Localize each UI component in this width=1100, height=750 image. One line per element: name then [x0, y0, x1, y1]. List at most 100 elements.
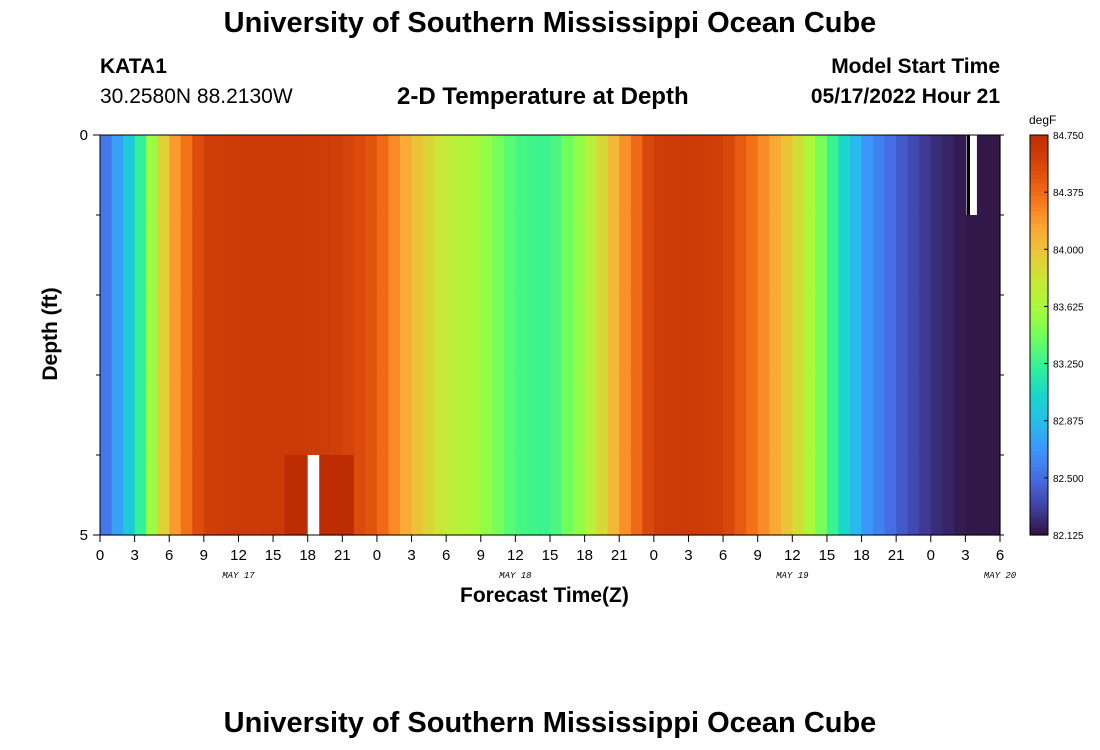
heatmap-cell — [411, 455, 424, 536]
heatmap-cell — [365, 455, 378, 536]
colorbar-segment — [1030, 311, 1048, 316]
heatmap-cell — [861, 215, 874, 296]
colorbar-segment — [1030, 527, 1048, 532]
heatmap-cell — [884, 295, 897, 376]
colorbar-tick-label: 84.000 — [1053, 245, 1084, 256]
heatmap-cell — [319, 295, 332, 376]
colorbar-segment — [1030, 323, 1048, 328]
heatmap-cell — [700, 455, 713, 536]
heatmap-cell — [988, 135, 1001, 216]
heatmap-cell — [250, 135, 263, 216]
heatmap-cell — [273, 215, 286, 296]
heatmap-cell — [400, 295, 413, 376]
x-tick-label: 3 — [961, 547, 969, 564]
heatmap-cell — [665, 295, 678, 376]
heatmap-cell — [192, 455, 205, 536]
heatmap-cell — [203, 295, 216, 376]
heatmap-cell — [411, 375, 424, 456]
heatmap-cell — [365, 135, 378, 216]
colorbar-segment — [1030, 139, 1048, 144]
heatmap-cell — [226, 215, 240, 296]
heatmap-cell — [238, 215, 251, 296]
colorbar-segment — [1030, 447, 1048, 452]
heatmap-cell — [296, 295, 309, 376]
colorbar-segment — [1030, 343, 1048, 348]
heatmap-cell — [284, 375, 297, 456]
heatmap-cell — [388, 375, 401, 456]
heatmap-cell — [111, 455, 124, 536]
heatmap-cell — [896, 295, 909, 376]
heatmap-cell — [850, 455, 863, 536]
x-tick-label: 18 — [299, 547, 316, 564]
x-tick-label: 18 — [853, 547, 870, 564]
heatmap-cell — [457, 455, 470, 536]
heatmap-cell — [215, 455, 228, 536]
heatmap-cell — [642, 295, 655, 376]
heatmap-cell — [607, 295, 620, 376]
heatmap-cell — [561, 295, 574, 376]
heatmap-cell — [215, 215, 228, 296]
heatmap-cell — [896, 375, 909, 456]
heatmap-cell — [642, 215, 655, 296]
heatmap-cell — [953, 295, 966, 376]
heatmap-cell — [942, 295, 955, 376]
x-tick-label: 0 — [96, 547, 104, 564]
colorbar-segment — [1030, 491, 1048, 496]
heatmap-cell — [884, 215, 897, 296]
colorbar-segment — [1030, 219, 1048, 224]
heatmap-cell — [723, 215, 736, 296]
heatmap-cell — [180, 215, 193, 296]
heatmap-cell — [769, 375, 782, 456]
colorbar-segment — [1030, 479, 1048, 484]
heatmap-cell — [953, 455, 966, 536]
colorbar-segment — [1030, 163, 1048, 168]
heatmap-cell — [411, 135, 424, 216]
heatmap-cell — [619, 295, 632, 376]
colorbar-tick-label: 83.250 — [1053, 360, 1084, 371]
heatmap-cell — [711, 455, 724, 536]
heatmap-cell — [261, 215, 274, 296]
day-label: MAY 19 — [776, 571, 809, 581]
heatmap-cell — [446, 375, 459, 456]
heatmap-cell — [342, 455, 355, 536]
chart-title: University of Southern Mississippi Ocean… — [223, 7, 877, 39]
colorbar-segment — [1030, 319, 1048, 324]
heatmap-cell — [642, 135, 655, 216]
heatmap-cell — [896, 455, 909, 536]
heatmap-cell — [815, 215, 828, 296]
heatmap-cell — [134, 135, 147, 216]
heatmap-cell — [492, 215, 505, 296]
heatmap-cell — [457, 135, 470, 216]
day-label: MAY 20 — [984, 571, 1017, 581]
heatmap-cell — [203, 135, 216, 216]
heatmap-cell — [330, 215, 343, 296]
heatmap-cell — [780, 215, 793, 296]
heatmap-cell — [688, 375, 701, 456]
heatmap-cell — [538, 375, 551, 456]
colorbar-segment — [1030, 515, 1048, 520]
heatmap-cell — [953, 215, 966, 296]
colorbar-segment — [1030, 147, 1048, 152]
heatmap-cell — [792, 455, 805, 536]
heatmap-cell — [307, 135, 320, 216]
colorbar-segment — [1030, 415, 1048, 420]
heatmap-cell — [388, 455, 401, 536]
heatmap-cell — [919, 295, 932, 376]
heatmap-cell — [723, 295, 736, 376]
heatmap-cell — [157, 215, 170, 296]
plot-axes: 0 3 6 9 12 15 18 21 0 3 6 9 12 15 18 21 0 3 6 9 12 15 18 21 0 3 6 M… — [80, 127, 1017, 581]
heatmap-cell — [446, 135, 459, 216]
colorbar-segment — [1030, 475, 1048, 480]
heatmap-cell — [942, 215, 955, 296]
heatmap-cell — [746, 295, 759, 376]
colorbar-segment — [1030, 419, 1048, 424]
heatmap-cell — [907, 295, 920, 376]
heatmap-cell — [665, 455, 678, 536]
heatmap-cell — [157, 375, 170, 456]
heatmap-cell — [515, 215, 528, 296]
heatmap-cell — [976, 455, 990, 536]
heatmap-cell — [769, 455, 782, 536]
heatmap-cell — [480, 455, 493, 536]
heatmap-cell — [169, 295, 182, 376]
heatmap-cell — [803, 375, 816, 456]
